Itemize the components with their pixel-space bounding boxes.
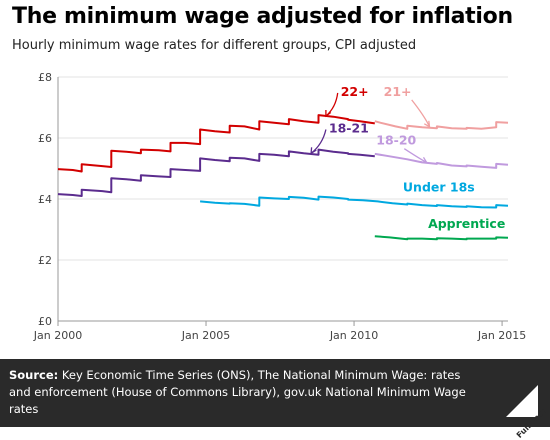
series-line-22- [57,114,375,173]
series-label-18-20: 18-20 [376,133,416,148]
x-tick-label: Jan 2005 [181,329,230,342]
label-arrowhead-18-20 [420,156,428,164]
series-line-21- [374,120,509,130]
label-arrowhead-18-21 [310,147,317,155]
source-citation: Key Economic Time Series (ONS), The Nati… [9,368,466,416]
label-arrowhead-22- [325,110,332,118]
series-line-under-18s [200,195,509,209]
series-line-apprentice [374,235,509,241]
x-tick-label: Jan 2010 [329,329,378,342]
chart-subtitle: Hourly minimum wage rates for different … [12,38,417,53]
chart-title: The minimum wage adjusted for inflation [12,4,513,29]
full-fact-logo-icon [506,385,538,417]
series-label-21-: 21+ [384,84,412,99]
y-tick-label: £0 [38,315,52,328]
series-label-under-18s: Under 18s [403,179,475,194]
source-label: Source: [9,368,59,382]
series-label-apprentice: Apprentice [428,216,505,231]
source-text: Source: Key Economic Time Series (ONS), … [9,367,479,418]
source-footer: Source: Key Economic Time Series (ONS), … [0,359,550,440]
series-label-22-: 22+ [341,84,369,99]
x-tick-label: Jan 2000 [33,329,82,342]
series-label-18-21: 18-21 [329,121,369,136]
y-tick-label: £2 [38,254,52,267]
label-arrow-22- [325,92,339,117]
label-arrowhead-21- [423,120,431,128]
x-tick-label: Jan 2015 [477,329,526,342]
y-tick-label: £8 [38,71,52,84]
label-arrow-21- [411,99,431,127]
series-line-18-20 [374,152,509,169]
series-line-18-21 [57,148,375,197]
y-tick-label: £6 [38,132,52,145]
y-tick-label: £4 [38,193,52,206]
line-chart: £0 £2 £4 £6 £8 Jan 2000 Jan 2005 Jan 2010 Jan 20… [33,71,527,342]
